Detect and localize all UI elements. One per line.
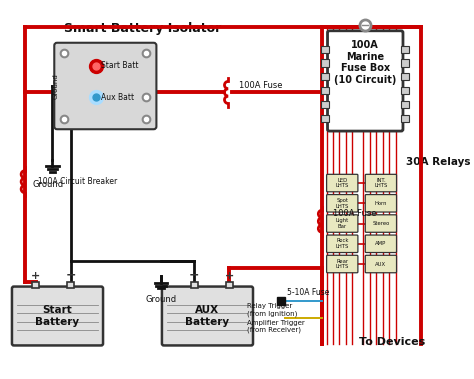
Bar xyxy=(321,73,329,80)
Bar xyxy=(321,114,329,122)
Text: AUX: AUX xyxy=(375,262,386,266)
Text: LED
LHTS: LED LHTS xyxy=(336,178,349,188)
Bar xyxy=(67,282,74,288)
Bar xyxy=(32,282,39,288)
FancyBboxPatch shape xyxy=(162,287,253,345)
Bar xyxy=(401,45,410,53)
FancyBboxPatch shape xyxy=(365,194,397,212)
Bar xyxy=(401,87,410,94)
Text: +: + xyxy=(225,271,234,281)
FancyBboxPatch shape xyxy=(327,174,358,192)
FancyBboxPatch shape xyxy=(365,215,397,232)
Text: Start Batt: Start Batt xyxy=(101,61,139,70)
Text: Stereo: Stereo xyxy=(372,221,390,226)
Bar xyxy=(401,101,410,108)
Bar xyxy=(321,45,329,53)
Text: AMP: AMP xyxy=(375,241,386,246)
FancyBboxPatch shape xyxy=(365,235,397,252)
Bar xyxy=(191,282,198,288)
FancyBboxPatch shape xyxy=(365,255,397,273)
Bar xyxy=(321,87,329,94)
FancyBboxPatch shape xyxy=(12,287,103,345)
Text: Aux Batt: Aux Batt xyxy=(101,92,134,102)
Bar xyxy=(401,60,410,67)
Text: Start
Battery: Start Battery xyxy=(36,305,80,327)
FancyBboxPatch shape xyxy=(328,31,403,131)
Bar xyxy=(401,73,410,80)
FancyBboxPatch shape xyxy=(365,174,397,192)
FancyBboxPatch shape xyxy=(327,235,358,252)
Text: Rock
LHTS: Rock LHTS xyxy=(336,238,349,249)
Text: 100A Circuit Breaker: 100A Circuit Breaker xyxy=(38,177,117,186)
Text: Rear
LHTS: Rear LHTS xyxy=(336,258,349,269)
Text: −: − xyxy=(65,268,76,281)
Text: 100A
Marine
Fuse Box
(10 Circuit): 100A Marine Fuse Box (10 Circuit) xyxy=(334,40,396,85)
FancyBboxPatch shape xyxy=(327,215,358,232)
Text: Ground: Ground xyxy=(32,180,64,189)
Text: INT.
LHTS: INT. LHTS xyxy=(374,178,388,188)
Text: 5-10A Fuse: 5-10A Fuse xyxy=(287,288,329,297)
Text: 100A Fuse: 100A Fuse xyxy=(333,209,376,218)
Text: 30A Relays: 30A Relays xyxy=(406,157,470,167)
FancyBboxPatch shape xyxy=(327,255,358,273)
Text: 100A Fuse: 100A Fuse xyxy=(239,81,283,89)
Text: Ground: Ground xyxy=(146,295,177,304)
Text: Relay Trigger
(from Ignition): Relay Trigger (from Ignition) xyxy=(246,303,297,316)
Text: Spot
LHTS: Spot LHTS xyxy=(336,198,349,209)
Text: +: + xyxy=(31,271,40,281)
Text: Smart Battery Isolator: Smart Battery Isolator xyxy=(64,22,221,34)
Text: Amplifier Trigger
(from Receiver): Amplifier Trigger (from Receiver) xyxy=(246,319,304,333)
Bar xyxy=(321,101,329,108)
FancyBboxPatch shape xyxy=(327,194,358,212)
Text: To Devices: To Devices xyxy=(359,337,425,347)
Bar xyxy=(401,114,410,122)
Text: −: − xyxy=(189,268,200,281)
Bar xyxy=(321,60,329,67)
Text: Ground: Ground xyxy=(52,73,58,99)
Bar xyxy=(226,282,233,288)
Text: AUX
Battery: AUX Battery xyxy=(185,305,229,327)
FancyBboxPatch shape xyxy=(55,43,156,129)
Text: Light
Bar: Light Bar xyxy=(336,218,349,229)
Text: Horn: Horn xyxy=(374,201,387,206)
